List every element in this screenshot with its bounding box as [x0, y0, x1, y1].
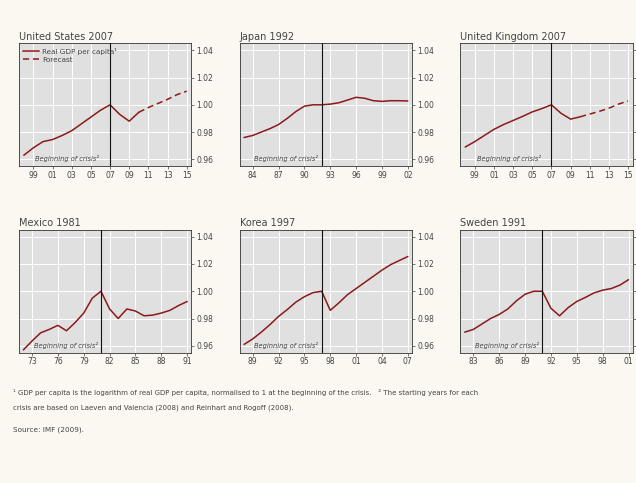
Text: Korea 1997: Korea 1997 [240, 218, 295, 228]
Text: crisis are based on Laeven and Valencia (2008) and Reinhart and Rogoff (2008).: crisis are based on Laeven and Valencia … [13, 405, 293, 411]
Legend: Real GDP per capita¹, Forecast: Real GDP per capita¹, Forecast [21, 45, 120, 65]
Text: Source: IMF (2009).: Source: IMF (2009). [13, 426, 83, 432]
Text: Beginning of crisis²: Beginning of crisis² [477, 155, 541, 162]
Text: ¹ GDP per capita is the logarithm of real GDP per capita, normalised to 1 at the: ¹ GDP per capita is the logarithm of rea… [13, 389, 478, 396]
Text: Mexico 1981: Mexico 1981 [19, 218, 81, 228]
Text: United Kingdom 2007: United Kingdom 2007 [460, 32, 567, 42]
Text: Beginning of crisis²: Beginning of crisis² [254, 341, 319, 349]
Text: Sweden 1991: Sweden 1991 [460, 218, 527, 228]
Text: Beginning of crisis²: Beginning of crisis² [34, 341, 98, 349]
Text: Beginning of crisis²: Beginning of crisis² [475, 341, 539, 349]
Text: Japan 1992: Japan 1992 [240, 32, 295, 42]
Text: Beginning of crisis²: Beginning of crisis² [36, 155, 99, 162]
Text: United States 2007: United States 2007 [19, 32, 113, 42]
Text: Beginning of crisis²: Beginning of crisis² [254, 155, 319, 162]
